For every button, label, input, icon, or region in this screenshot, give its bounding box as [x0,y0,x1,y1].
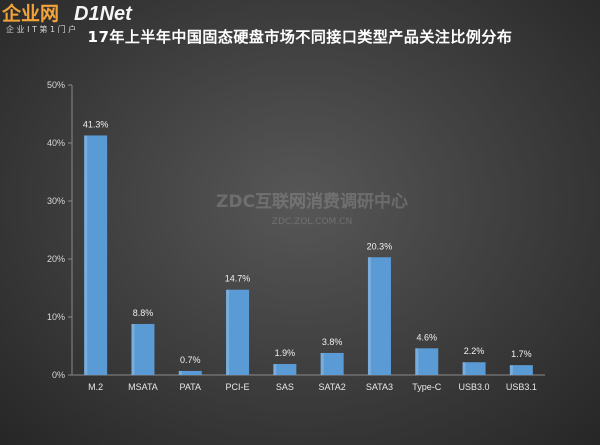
logo-text-cn: 企业网 [1,2,59,25]
category-label: PCI-E [226,382,250,392]
bar-highlight [226,289,230,375]
bar-highlight [415,348,419,375]
bar [273,363,297,375]
bar-highlight [131,323,135,375]
watermark-text: ZDC互联网消费调研中心 [216,191,408,212]
logo-subtitle: 企 业 I T 第 1 门 户 [6,24,76,34]
category-label: PATA [179,382,201,392]
category-label: USB3.0 [459,382,490,392]
category-label: USB3.1 [506,382,537,392]
data-label: 14.7% [225,274,251,284]
bar [131,323,155,375]
category-label: SAS [276,382,294,392]
d1net-logo: 企业网 D1Net 企 业 I T 第 1 门 户 [1,2,133,34]
data-label: 3.8% [322,337,343,347]
bar [367,257,391,375]
category-label: SATA3 [366,382,393,392]
bar-highlight [462,362,466,375]
data-label: 1.7% [511,349,532,359]
y-tick-label: 50% [47,80,65,90]
bar-highlight [509,365,513,375]
bar-highlight [367,257,371,375]
data-label: 0.7% [180,355,201,365]
bar-highlight [84,135,88,375]
bar [178,370,202,375]
data-label: 4.6% [416,332,437,342]
watermark-url: ZDC.ZOL.COM.CN [272,217,352,227]
y-tick-label: 0% [52,370,65,380]
data-label: 41.3% [83,119,109,129]
y-tick-label: 30% [47,196,65,206]
category-label: SATA2 [319,382,346,392]
bar [84,135,108,375]
category-label: Type-C [412,382,442,392]
logo-text-en: D1Net [74,3,133,25]
data-label: 2.2% [464,346,485,356]
category-label: MSATA [128,382,158,392]
bar-highlight [273,363,277,375]
y-tick-label: 40% [47,138,65,148]
data-label: 8.8% [133,308,154,318]
category-label: M.2 [88,382,103,392]
bar [320,352,344,375]
y-tick-label: 10% [47,312,65,322]
bar [462,362,486,375]
bar-highlight [320,352,324,375]
chart-title: 17年上半年中国固态硬盘市场不同接口类型产品关注比例分布 [87,28,513,46]
bar-highlight [178,370,182,375]
bar [509,365,533,375]
bar [415,348,439,375]
data-label: 20.3% [367,241,393,251]
bar [226,289,250,375]
y-tick-label: 20% [47,254,65,264]
data-label: 1.9% [275,348,296,358]
